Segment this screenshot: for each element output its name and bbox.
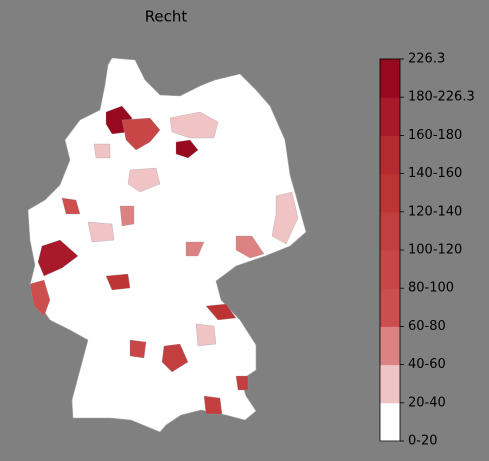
colorbar-label: 180-226.3 xyxy=(408,90,475,105)
region xyxy=(61,197,81,215)
colorbar-segment xyxy=(380,364,400,404)
map-title: Recht xyxy=(145,8,188,26)
colorbar-label: 80-100 xyxy=(408,281,454,296)
region xyxy=(129,339,147,359)
colorbar-label: 140-160 xyxy=(408,166,462,181)
germany-map xyxy=(27,57,307,433)
region xyxy=(169,111,219,139)
region xyxy=(175,139,199,159)
region xyxy=(205,303,237,321)
colorbar-label: 20-40 xyxy=(408,395,446,410)
region xyxy=(203,395,223,415)
region xyxy=(105,273,131,291)
colorbar-label: 40-60 xyxy=(408,357,446,372)
region xyxy=(87,221,115,243)
colorbar-label: 160-180 xyxy=(408,128,462,143)
colorbar-segment xyxy=(380,59,400,98)
colorbar-segment xyxy=(380,211,400,251)
colorbar: 0-20 20-40 40-60 60-80 80-100 100-120 120-140 1… xyxy=(379,52,475,449)
region xyxy=(195,323,217,347)
region xyxy=(119,205,135,227)
region xyxy=(37,239,79,277)
colorbar-segment xyxy=(380,326,400,366)
region xyxy=(127,167,161,193)
colorbar-segment xyxy=(380,97,400,136)
colorbar-segment xyxy=(380,402,400,442)
colorbar-label: 100-120 xyxy=(408,243,462,258)
colorbar-label: 226.3 xyxy=(408,52,445,67)
region xyxy=(271,191,299,245)
colorbar-label: 0-20 xyxy=(408,434,438,449)
colorbar-segment xyxy=(380,288,400,327)
colorbar-label: 120-140 xyxy=(408,204,462,219)
colorbar-segment xyxy=(380,135,400,175)
region xyxy=(161,343,189,373)
region xyxy=(235,375,249,391)
region xyxy=(29,279,51,317)
region xyxy=(235,235,265,259)
colorbar-segment xyxy=(380,173,400,213)
region xyxy=(185,241,205,257)
colorbar-segment xyxy=(380,250,400,289)
colorbar-label: 60-80 xyxy=(408,319,446,334)
region xyxy=(93,143,111,159)
region xyxy=(121,117,161,151)
